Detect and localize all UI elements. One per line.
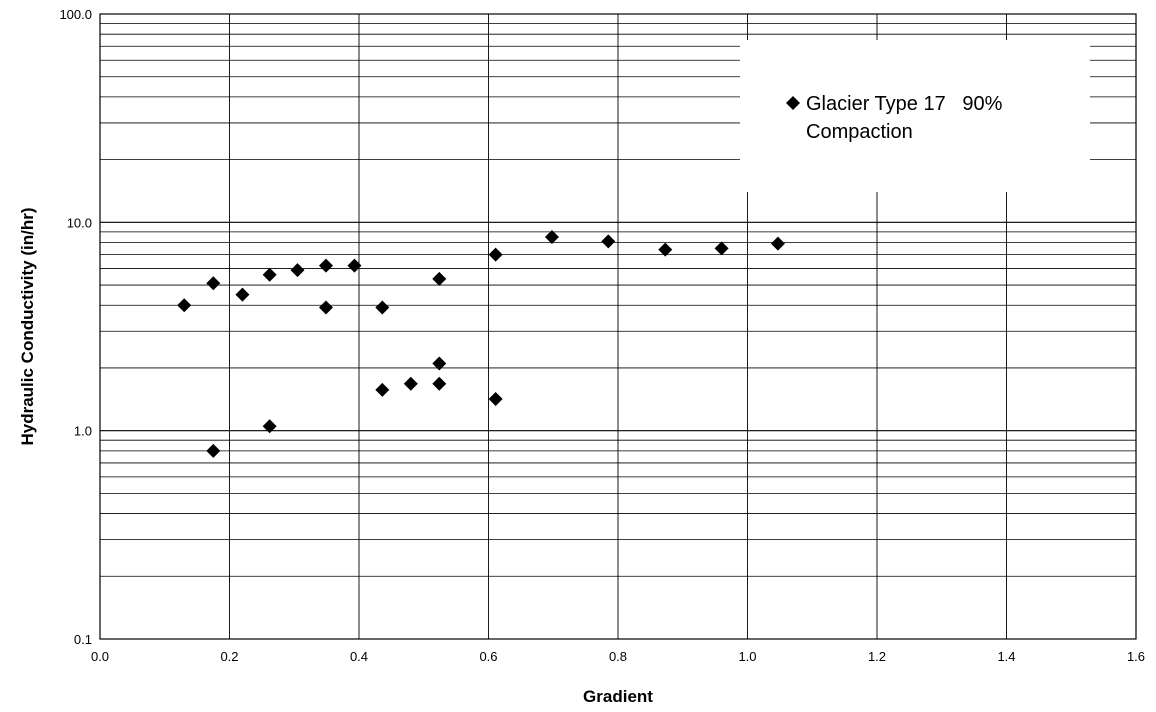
- x-axis-title: Gradient: [583, 687, 653, 706]
- data-point: [347, 258, 362, 273]
- legend-box: [740, 40, 1090, 192]
- legend-label-continued: Compaction: [806, 121, 913, 143]
- legend: Glacier Type 17 90% Compaction: [786, 93, 1003, 143]
- x-tick-label: 0.4: [350, 649, 368, 664]
- data-point: [318, 258, 333, 273]
- data-point: [262, 267, 277, 282]
- x-tick-label: 0.8: [609, 649, 627, 664]
- data-point: [714, 241, 729, 256]
- data-point: [206, 276, 221, 291]
- data-point: [432, 271, 447, 286]
- plot-frame: [99, 13, 1137, 640]
- legend-marker: [786, 96, 800, 110]
- x-tick-label: 1.0: [738, 649, 756, 664]
- data-point: [206, 443, 221, 458]
- x-tick-label: 1.4: [997, 649, 1015, 664]
- data-point: [235, 287, 250, 302]
- data-point: [488, 391, 503, 406]
- x-tick-label: 1.2: [868, 649, 886, 664]
- y-axis-title: Hydraulic Conductivity (in/hr): [18, 207, 37, 445]
- x-tick-label: 0.2: [220, 649, 238, 664]
- x-tick-labels: 0.0 0.2 0.4 0.6 0.8 1.0 1.2 1.4 1.6: [91, 649, 1145, 664]
- y-tick-label: 10.0: [67, 215, 92, 230]
- y-tick-label: 100.0: [59, 7, 92, 22]
- data-point: [290, 263, 305, 278]
- legend-label: Glacier Type 17 90%: [806, 93, 1003, 115]
- data-point: [318, 300, 333, 315]
- data-point: [375, 300, 390, 315]
- data-point: [658, 242, 673, 257]
- data-point: [601, 234, 616, 249]
- data-point: [770, 236, 785, 251]
- data-point: [432, 356, 447, 371]
- data-point: [432, 376, 447, 391]
- data-point: [403, 376, 418, 391]
- y-tick-labels: 0.1 1.0 10.0 100.0: [59, 7, 92, 647]
- data-point: [488, 247, 503, 262]
- y-tick-label: 0.1: [74, 632, 92, 647]
- data-points: [177, 230, 785, 458]
- data-point: [375, 382, 390, 397]
- data-point: [177, 298, 192, 313]
- x-tick-label: 1.6: [1127, 649, 1145, 664]
- x-tick-label: 0.6: [479, 649, 497, 664]
- data-point: [544, 230, 559, 245]
- data-point: [262, 419, 277, 434]
- x-tick-label: 0.0: [91, 649, 109, 664]
- y-tick-label: 1.0: [74, 424, 92, 439]
